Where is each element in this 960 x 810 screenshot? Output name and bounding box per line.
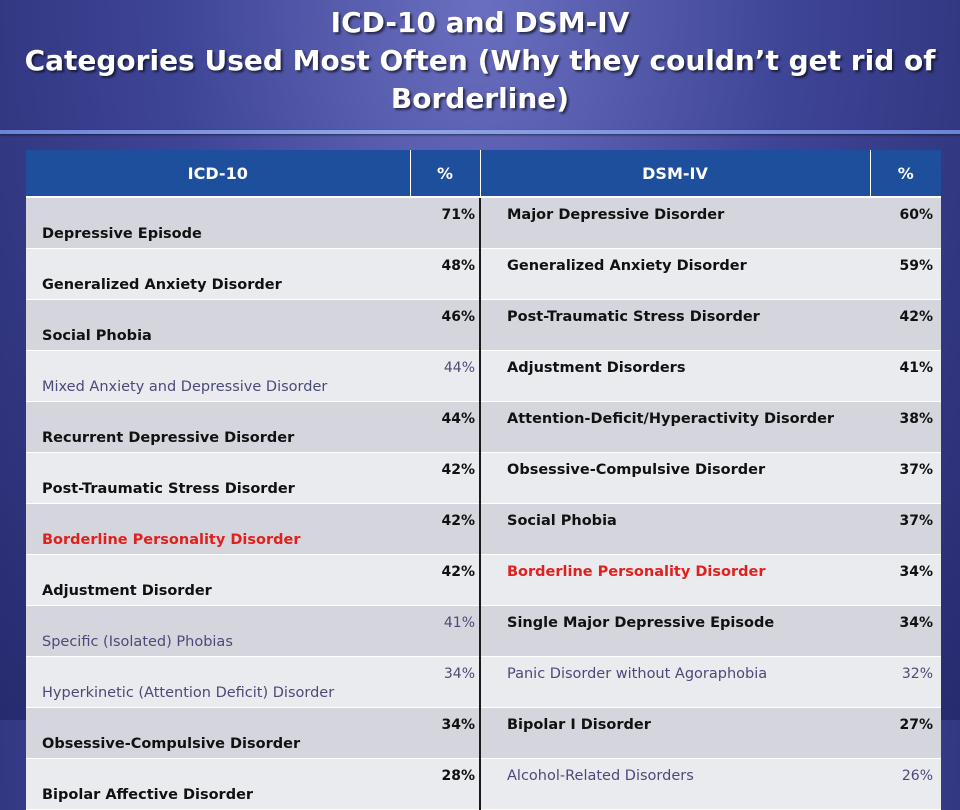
header-dsm4: DSM-IV: [480, 150, 871, 198]
dsm-name: Major Depressive Disorder: [479, 197, 870, 249]
header-icd10-percent: %: [410, 150, 481, 198]
icd-percent: 46%: [410, 299, 480, 351]
icd-name: Generalized Anxiety Disorder: [26, 248, 410, 300]
dsm-percent: 32%: [870, 656, 941, 708]
header-icd10: ICD-10: [26, 150, 411, 198]
dsm-name: Panic Disorder without Agoraphobia: [479, 656, 870, 708]
dsm-name: Bipolar I Disorder: [479, 707, 870, 759]
header-row: ICD-10 % DSM-IV %: [26, 150, 941, 198]
dsm-name: Alcohol-Related Disorders: [479, 758, 870, 810]
icd-percent: 44%: [410, 401, 480, 453]
dsm-name: Obsessive-Compulsive Disorder: [479, 452, 870, 504]
table-row: Recurrent Depressive Disorder 44% Attent…: [26, 401, 941, 453]
icd-name: Post-Traumatic Stress Disorder: [26, 452, 410, 504]
icd-percent: 44%: [410, 350, 480, 402]
icd-percent: 42%: [410, 503, 480, 555]
icd-name: Hyperkinetic (Attention Deficit) Disorde…: [26, 656, 410, 708]
icd-percent: 34%: [410, 707, 480, 759]
dsm-percent: 27%: [870, 707, 941, 759]
table-row: Borderline Personality Disorder 42% Soci…: [26, 503, 941, 555]
icd-percent: 48%: [410, 248, 480, 300]
dsm-name: Attention-Deficit/Hyperactivity Disorder: [479, 401, 870, 453]
dsm-percent: 38%: [870, 401, 941, 453]
header-dsm4-percent: %: [870, 150, 941, 198]
table-row: Adjustment Disorder 42% Borderline Perso…: [26, 554, 941, 606]
icd-name: Bipolar Affective Disorder: [26, 758, 410, 810]
icd-percent: 42%: [410, 452, 480, 504]
table-row: Mixed Anxiety and Depressive Disorder 44…: [26, 350, 941, 402]
title-divider: [0, 130, 960, 134]
dsm-percent: 42%: [870, 299, 941, 351]
icd-name-highlighted: Borderline Personality Disorder: [26, 503, 410, 555]
comparison-table: ICD-10 % DSM-IV % Depressive Episode 71%…: [26, 150, 941, 810]
dsm-name: Adjustment Disorders: [479, 350, 870, 402]
dsm-name-highlighted: Borderline Personality Disorder: [479, 554, 870, 606]
icd-name: Obsessive-Compulsive Disorder: [26, 707, 410, 759]
icd-name: Social Phobia: [26, 299, 410, 351]
dsm-percent: 26%: [870, 758, 941, 810]
dsm-percent: 34%: [870, 554, 941, 606]
slide-title: ICD-10 and DSM-IV Categories Used Most O…: [0, 4, 960, 118]
icd-percent: 34%: [410, 656, 480, 708]
icd-name: Specific (Isolated) Phobias: [26, 605, 410, 657]
dsm-percent: 37%: [870, 452, 941, 504]
dsm-name: Generalized Anxiety Disorder: [479, 248, 870, 300]
icd-percent: 42%: [410, 554, 480, 606]
table-row: Social Phobia 46% Post-Traumatic Stress …: [26, 299, 941, 351]
dsm-name: Post-Traumatic Stress Disorder: [479, 299, 870, 351]
table-row: Bipolar Affective Disorder 28% Alcohol-R…: [26, 758, 941, 810]
table-header: ICD-10 % DSM-IV %: [26, 150, 941, 198]
title-line-3: Borderline): [390, 82, 570, 115]
icd-percent: 28%: [410, 758, 480, 810]
table-row: Generalized Anxiety Disorder 48% General…: [26, 248, 941, 300]
icd-name: Mixed Anxiety and Depressive Disorder: [26, 350, 410, 402]
dsm-percent: 41%: [870, 350, 941, 402]
title-line-1: ICD-10 and DSM-IV: [330, 6, 630, 39]
dsm-name: Single Major Depressive Episode: [479, 605, 870, 657]
table-body: Depressive Episode 71% Major Depressive …: [26, 197, 941, 810]
title-line-2: Categories Used Most Often (Why they cou…: [24, 44, 936, 77]
dsm-percent: 34%: [870, 605, 941, 657]
table-row: Specific (Isolated) Phobias 41% Single M…: [26, 605, 941, 657]
icd-percent: 41%: [410, 605, 480, 657]
dsm-percent: 60%: [870, 197, 941, 249]
table-row: Hyperkinetic (Attention Deficit) Disorde…: [26, 656, 941, 708]
dsm-percent: 37%: [870, 503, 941, 555]
table-row: Depressive Episode 71% Major Depressive …: [26, 197, 941, 249]
dsm-percent: 59%: [870, 248, 941, 300]
icd-name: Depressive Episode: [26, 197, 410, 249]
table-row: Obsessive-Compulsive Disorder 34% Bipola…: [26, 707, 941, 759]
table-row: Post-Traumatic Stress Disorder 42% Obses…: [26, 452, 941, 504]
icd-name: Adjustment Disorder: [26, 554, 410, 606]
dsm-name: Social Phobia: [479, 503, 870, 555]
icd-percent: 71%: [410, 197, 480, 249]
icd-name: Recurrent Depressive Disorder: [26, 401, 410, 453]
